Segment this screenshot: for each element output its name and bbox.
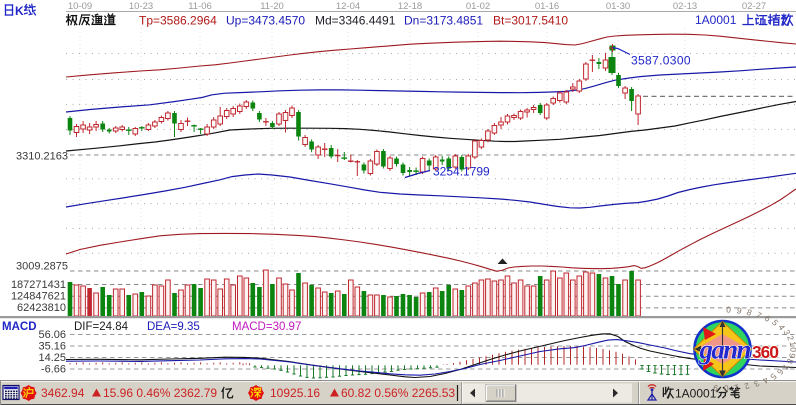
- svg-text:2: 2: [743, 381, 751, 392]
- svg-text:02-13: 02-13: [673, 1, 697, 12]
- svg-text:02-27: 02-27: [742, 1, 766, 12]
- svg-text:3: 3: [781, 328, 792, 337]
- svg-text:1: 1: [788, 341, 796, 347]
- svg-text:124847621: 124847621: [11, 291, 66, 303]
- svg-text:0: 0: [726, 304, 732, 314]
- svg-text:1A0001: 1A0001: [695, 13, 737, 27]
- svg-text:Dn=3173.4851: Dn=3173.4851: [404, 14, 483, 28]
- svg-text:10-23: 10-23: [129, 1, 153, 12]
- svg-text:Tp=3586.2964: Tp=3586.2964: [139, 14, 217, 28]
- svg-text:9: 9: [736, 305, 743, 316]
- svg-text:1: 1: [733, 382, 740, 393]
- svg-text:60.82 0.56% 2265.53: 60.82 0.56% 2265.53: [341, 386, 455, 400]
- svg-text:3310.2163: 3310.2163: [16, 151, 68, 163]
- svg-text:01-30: 01-30: [606, 1, 630, 12]
- svg-text:9: 9: [787, 352, 796, 359]
- svg-text:MACD=30.97: MACD=30.97: [232, 321, 301, 333]
- svg-text:15.96 0.46% 2362.79: 15.96 0.46% 2362.79: [103, 386, 217, 400]
- svg-text:11-06: 11-06: [188, 1, 212, 12]
- svg-text:gann: gann: [699, 335, 752, 365]
- svg-text:Bt=3017.5410: Bt=3017.5410: [493, 14, 568, 28]
- svg-text:3254.1799: 3254.1799: [433, 165, 490, 179]
- svg-text:12-18: 12-18: [398, 1, 422, 12]
- svg-text:7: 7: [780, 362, 791, 371]
- svg-text:9: 9: [712, 383, 718, 393]
- svg-text:1A0001: 1A0001: [675, 387, 717, 401]
- svg-text:5: 5: [770, 317, 781, 327]
- svg-text:3009.2875: 3009.2875: [16, 261, 68, 273]
- svg-text:2: 2: [785, 334, 796, 342]
- svg-text:10-09: 10-09: [68, 1, 92, 12]
- svg-text:-6.66: -6.66: [41, 364, 66, 376]
- svg-text:3: 3: [752, 378, 761, 389]
- svg-text:14.25: 14.25: [38, 352, 66, 364]
- svg-text:01-16: 01-16: [535, 1, 559, 12]
- svg-text:8: 8: [784, 358, 795, 366]
- svg-text:MACD: MACD: [2, 321, 37, 333]
- svg-text:01-02: 01-02: [466, 1, 490, 12]
- svg-text:K: K: [15, 4, 24, 18]
- svg-text:DEA=9.35: DEA=9.35: [147, 321, 200, 333]
- svg-text:56.06: 56.06: [38, 329, 66, 341]
- svg-text:6: 6: [763, 313, 773, 324]
- svg-text:6: 6: [775, 367, 786, 377]
- svg-text:0: 0: [723, 383, 729, 393]
- svg-text:Md=3346.4491: Md=3346.4491: [315, 14, 396, 28]
- svg-text:7: 7: [754, 310, 763, 321]
- svg-text:62423810: 62423810: [17, 302, 66, 314]
- svg-text:5: 5: [768, 371, 779, 382]
- svg-text:187271431: 187271431: [11, 279, 66, 291]
- svg-text:360: 360: [752, 342, 779, 362]
- svg-text:12-04: 12-04: [336, 1, 360, 12]
- svg-text:3587.0300: 3587.0300: [631, 54, 691, 68]
- svg-text:Up=3473.4570: Up=3473.4570: [226, 14, 305, 28]
- svg-text:35.16: 35.16: [38, 341, 66, 353]
- svg-text:4: 4: [760, 375, 770, 386]
- svg-text:4: 4: [776, 323, 787, 333]
- svg-text:3462.94: 3462.94: [41, 386, 85, 400]
- svg-text:DIF=24.84: DIF=24.84: [74, 321, 129, 333]
- svg-text:0: 0: [788, 347, 796, 352]
- svg-text:10925.16: 10925.16: [270, 386, 320, 400]
- svg-text:11-20: 11-20: [260, 1, 284, 12]
- svg-text:8: 8: [745, 307, 753, 318]
